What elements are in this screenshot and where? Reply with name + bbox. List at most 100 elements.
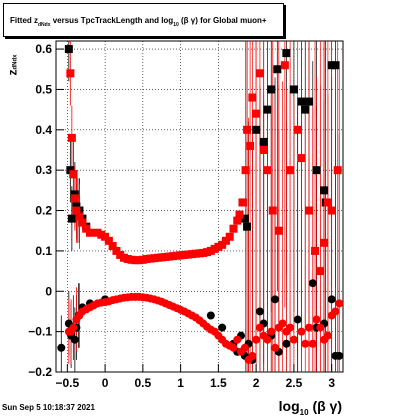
data-point-square: [259, 137, 268, 146]
data-point-square: [274, 226, 283, 235]
title-prefix: Fitted z: [10, 16, 38, 25]
data-point-square: [64, 45, 73, 54]
data-point-square: [273, 65, 282, 74]
date-stamp: Sun Sep 5 10:18:37 2021: [2, 403, 95, 412]
data-point-square: [311, 246, 320, 255]
data-point-circle: [316, 323, 325, 332]
x-tick-label: 1: [177, 376, 184, 390]
title-suffix: (β γ) for Global muon+: [178, 16, 267, 25]
data-point-square: [327, 206, 336, 215]
data-point-circle: [218, 323, 227, 332]
x-axis-label-suffix: (β γ): [308, 398, 342, 414]
x-axis-label-main: log: [278, 398, 300, 414]
data-point-square: [293, 125, 302, 134]
data-point-square: [243, 125, 252, 134]
data-point-circle: [335, 299, 344, 308]
data-point-square: [305, 97, 314, 106]
data-point-square: [333, 166, 342, 175]
data-point-square: [101, 232, 110, 241]
data-point-circle: [331, 307, 340, 316]
data-point-square: [67, 214, 76, 223]
chart-title: Fitted zdNdx versus TpcTrackLength and l…: [10, 16, 267, 28]
data-point-square: [70, 190, 79, 199]
data-point-circle: [282, 339, 291, 348]
title-middle: versus TpcTrackLength and log: [50, 16, 174, 25]
data-point-circle: [323, 331, 332, 340]
data-point-circle: [255, 323, 264, 332]
data-point-square: [280, 61, 289, 70]
data-point-square: [246, 141, 255, 150]
data-point-square: [243, 222, 252, 231]
data-point-square: [82, 224, 91, 233]
data-point-circle: [206, 311, 215, 320]
data-point-square: [104, 236, 113, 245]
y-tick-label: 0.2: [35, 204, 52, 218]
data-point-square: [241, 166, 250, 175]
data-point-circle: [278, 319, 287, 328]
x-tick-label: 2: [253, 376, 260, 390]
data-point-square: [320, 186, 329, 195]
data-point-circle: [293, 315, 302, 324]
data-point-circle: [248, 351, 257, 360]
data-point-square: [240, 214, 249, 223]
data-point-square: [235, 210, 244, 219]
data-point-square: [75, 212, 84, 221]
data-point-square: [108, 242, 117, 251]
data-point-circle: [327, 295, 336, 304]
data-point-circle: [233, 335, 242, 344]
y-tick-label: −0.2: [28, 365, 52, 379]
data-point-square: [268, 206, 277, 215]
data-point-square: [66, 166, 75, 175]
data-point-square: [238, 198, 247, 207]
y-tick-label: 0.4: [35, 123, 52, 137]
y-tick-label: 0.5: [35, 82, 52, 96]
data-point-square: [252, 125, 261, 134]
data-point-circle: [267, 327, 276, 336]
x-tick-label: 3: [328, 376, 335, 390]
data-point-square: [263, 105, 272, 114]
data-point-square: [289, 85, 298, 94]
data-point-square: [112, 246, 121, 255]
data-point-circle: [308, 339, 317, 348]
data-point-square: [301, 105, 310, 114]
x-tick-label: −0.5: [55, 376, 79, 390]
data-point-square: [72, 206, 81, 215]
y-tick-label: 0.6: [35, 42, 52, 56]
x-tick-label: 2.5: [286, 376, 303, 390]
data-point-square: [320, 238, 329, 247]
data-point-square: [263, 166, 272, 175]
data-point-circle: [286, 323, 295, 332]
y-tick-label: 0.1: [35, 244, 52, 258]
x-axis-label: log10 (β γ): [278, 398, 342, 417]
data-point-circle: [335, 351, 344, 360]
data-point-circle: [229, 343, 238, 352]
plot-frame: [55, 40, 344, 373]
data-point-circle: [255, 307, 264, 316]
data-point-square: [255, 69, 264, 78]
y-tick-label: 0: [45, 284, 52, 298]
data-point-circle: [69, 323, 78, 332]
x-tick-label: 0.5: [135, 376, 152, 390]
data-point-square: [85, 228, 94, 237]
title-subscript-10: 10: [173, 22, 179, 28]
data-point-square: [252, 109, 261, 118]
data-point-square: [282, 49, 291, 58]
data-point-square: [233, 216, 242, 225]
data-point-square: [218, 240, 227, 249]
data-point-square: [69, 170, 78, 179]
data-point-square: [297, 97, 306, 106]
data-point-square: [305, 206, 314, 215]
x-axis-label-sub: 10: [299, 408, 309, 417]
data-point-circle: [308, 279, 317, 288]
y-tick-label: 0.3: [35, 163, 52, 177]
data-point-circle: [297, 327, 306, 336]
data-point-square: [72, 202, 81, 211]
data-point-circle: [312, 315, 321, 324]
chart-title-box: Fitted zdNdx versus TpcTrackLength and l…: [3, 3, 284, 37]
data-point-circle: [240, 343, 249, 352]
data-point-circle: [70, 335, 79, 344]
data-point-circle: [289, 335, 298, 344]
y-tick-label: −0.1: [28, 325, 52, 339]
x-tick-label: 0: [102, 376, 109, 390]
